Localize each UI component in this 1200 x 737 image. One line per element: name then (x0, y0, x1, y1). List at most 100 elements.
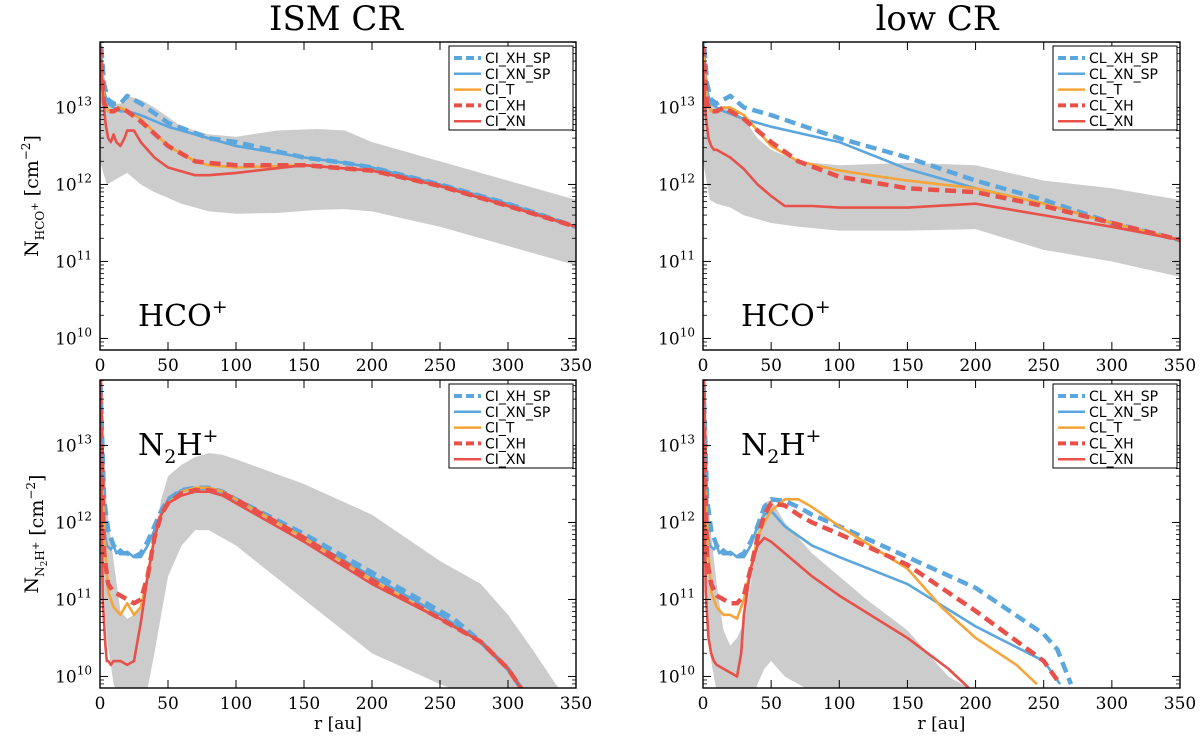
legend-label-cl-xh-sp: CL_XH_SP (1089, 51, 1158, 67)
y-tick-label: 1013 (55, 432, 92, 456)
y-tick-label: 1013 (658, 94, 695, 118)
chart-panel-3: 0 50 100 150 200 250 300 350 1010 1011 1012 1013 r [… (21, 379, 592, 734)
x-tick-label: 300 (492, 356, 524, 376)
legend-label-ci-xn-sp: CI_XN_SP (485, 405, 550, 421)
series-line-cl-xh (703, 380, 1062, 686)
legend-label-cl-xh: CL_XH (1089, 98, 1134, 114)
species-label: N2H+ (138, 425, 218, 468)
plot-area (100, 380, 559, 688)
x-tick-label: 100 (823, 356, 855, 376)
legend-label-cl-xn-sp: CL_XN_SP (1089, 67, 1158, 83)
x-tick-label: 150 (288, 694, 320, 714)
series-line-ci-xn-sp (100, 42, 576, 229)
y-tick-label: 1013 (658, 432, 695, 456)
y-tick-label: 1010 (658, 325, 695, 349)
x-tick-label: 200 (959, 694, 991, 714)
x-tick-label: 0 (95, 356, 106, 376)
x-tick-label: 100 (823, 694, 855, 714)
plot-area (703, 42, 1180, 277)
legend-label-ci-xn: CI_XN (485, 114, 526, 130)
species-label: HCO+ (138, 296, 228, 334)
species-label: N2H+ (741, 425, 821, 468)
legend-label-cl-xn-sp: CL_XN_SP (1089, 405, 1158, 421)
x-tick-label: 0 (698, 356, 709, 376)
x-tick-label: 150 (891, 694, 923, 714)
plot-area (703, 380, 1074, 688)
series-line-cl-xn (703, 61, 1180, 242)
legend-label-cl-xn: CL_XN (1089, 114, 1134, 130)
x-tick-label: 50 (157, 356, 179, 376)
x-tick-label: 200 (356, 694, 388, 714)
series-line-ci-xh-sp (100, 42, 576, 229)
y-tick-label: 1010 (658, 663, 695, 687)
x-tick-label: 50 (760, 694, 782, 714)
x-tick-label: 250 (424, 356, 456, 376)
legend-label-cl-xh-sp: CL_XH_SP (1089, 389, 1158, 405)
series-line-ci-xn (100, 53, 576, 229)
plot-area (100, 42, 576, 266)
uncertainty-band (703, 380, 969, 688)
x-tick-label: 300 (1096, 694, 1128, 714)
x-tick-label: 0 (95, 694, 106, 714)
legend-label-cl-t: CL_T (1089, 83, 1123, 99)
series-line-cl-xh-sp (703, 42, 1180, 243)
y-tick-label: 1012 (55, 509, 92, 533)
y-tick-label: 1012 (658, 509, 695, 533)
y-tick-label: 1010 (55, 663, 92, 687)
legend-label-cl-t: CL_T (1089, 421, 1123, 437)
x-tick-label: 200 (356, 356, 388, 376)
legend-label-cl-xn: CL_XN (1089, 452, 1134, 468)
x-axis-label: r [au] (314, 714, 362, 734)
legend-label-ci-xh: CI_XH (485, 98, 526, 114)
y-tick-label: 1013 (55, 94, 92, 118)
x-tick-label: 350 (1164, 356, 1196, 376)
x-tick-label: 0 (698, 694, 709, 714)
column-title-ism-cr: ISM CR (269, 0, 404, 39)
legend-label-ci-xh-sp: CI_XH_SP (485, 389, 550, 405)
legend-label-ci-xh-sp: CI_XH_SP (485, 51, 550, 67)
x-tick-label: 250 (1027, 356, 1059, 376)
x-tick-label: 350 (1164, 694, 1196, 714)
x-tick-label: 300 (492, 694, 524, 714)
legend-label-ci-xn: CI_XN (485, 452, 526, 468)
y-tick-label: 1012 (658, 171, 695, 195)
y-tick-label: 1010 (55, 325, 92, 349)
x-tick-label: 350 (560, 694, 592, 714)
x-tick-label: 50 (760, 356, 782, 376)
x-tick-label: 350 (560, 356, 592, 376)
series-line-cl-xn (703, 380, 970, 688)
series-line-cl-xh-sp (703, 380, 1074, 685)
x-tick-label: 100 (220, 356, 252, 376)
y-tick-label: 1011 (55, 586, 92, 610)
x-tick-label: 250 (424, 694, 456, 714)
chart-panel-1: 0 50 100 150 200 250 300 350 1010 1011 1012 1013 NHC… (19, 41, 592, 376)
legend-label-ci-xh: CI_XH (485, 436, 526, 452)
y-tick-label: 1011 (658, 248, 695, 272)
series-line-ci-xn (100, 380, 523, 688)
y-axis-label: NHCO+ [cm−2] (19, 135, 47, 257)
x-tick-label: 300 (1096, 356, 1128, 376)
x-tick-label: 200 (959, 356, 991, 376)
y-axis-label: NN2H+ [cm−2] (21, 475, 50, 594)
chart-panel-4: 0 50 100 150 200 250 300 350 1010 1011 1012 1013 r [… (658, 379, 1196, 734)
legend-label-ci-xn-sp: CI_XN_SP (485, 67, 550, 83)
x-tick-label: 50 (157, 694, 179, 714)
series-line-cl-xn-sp (703, 491, 1062, 685)
legend-label-ci-t: CI_T (485, 421, 515, 437)
column-title-low-cr: low CR (876, 0, 1000, 39)
uncertainty-band (100, 42, 576, 266)
series-line-cl-t (703, 490, 1038, 686)
y-tick-label: 1011 (55, 248, 92, 272)
chart-panel-2: 0 50 100 150 200 250 300 350 1010 1011 1012 1013 HCO… (658, 41, 1196, 376)
y-tick-label: 1012 (55, 171, 92, 195)
species-label: HCO+ (741, 296, 831, 334)
x-axis-label: r [au] (918, 714, 966, 734)
legend-label-cl-xh: CL_XH (1089, 436, 1134, 452)
legend-label-ci-t: CI_T (485, 83, 515, 99)
x-tick-label: 250 (1027, 694, 1059, 714)
